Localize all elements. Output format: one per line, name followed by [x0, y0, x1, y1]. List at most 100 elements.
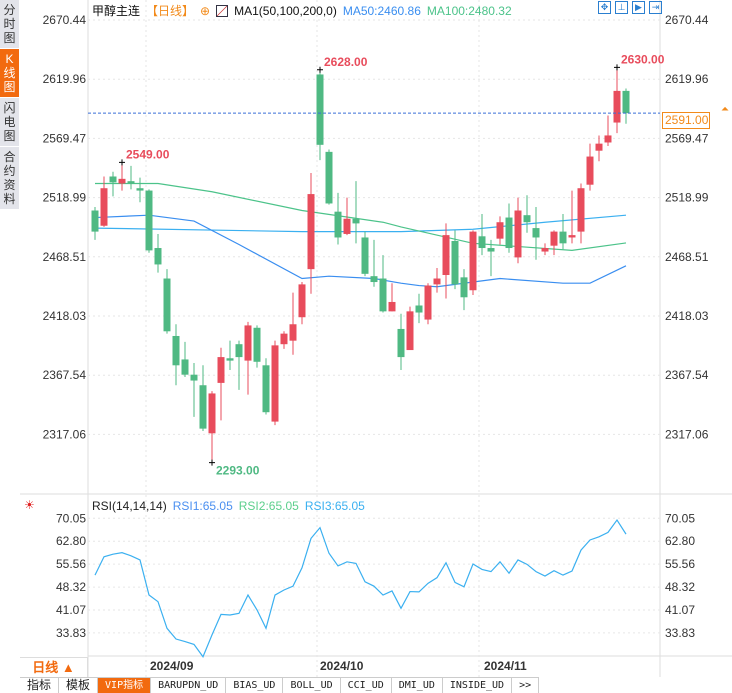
chart-toolbar: ✥ ⊥ ▶ ⇥	[598, 1, 662, 14]
candle-body	[217, 357, 225, 383]
forward-icon[interactable]: ⇥	[649, 1, 662, 14]
candle-body	[496, 222, 504, 239]
timeframe-selector[interactable]: 日线 ▲	[20, 657, 88, 677]
sidebar-tab-kline[interactable]: K线图	[0, 49, 19, 97]
candle-body	[343, 218, 351, 234]
candle-body	[352, 218, 360, 224]
tab-barupdn[interactable]: BARUPDN_UD	[151, 678, 227, 693]
candle-body	[235, 344, 243, 358]
candle-body	[199, 385, 207, 429]
candle-body	[226, 358, 234, 361]
candle-body	[316, 74, 324, 145]
candle-body	[172, 335, 180, 366]
tab-dmi[interactable]: DMI_UD	[392, 678, 443, 693]
tab-bias[interactable]: BIAS_UD	[226, 678, 284, 693]
rsi-axis-label-left: 41.07	[56, 603, 86, 617]
candle-body	[154, 248, 162, 265]
price-axis-label-right: 2569.47	[665, 131, 709, 145]
rsi-title[interactable]: RSI(14,14,14)	[92, 499, 167, 513]
crosshair-toggle-icon[interactable]: ⊕	[200, 3, 211, 18]
sidebar-tab-contract-info[interactable]: 合约资料	[0, 147, 19, 209]
candle-body	[289, 324, 297, 341]
price-axis-label-left: 2670.44	[43, 13, 87, 27]
candle-body	[487, 248, 495, 252]
candle-body	[127, 181, 135, 184]
rsi-line	[94, 518, 627, 658]
candle-body	[478, 236, 486, 249]
candle-body	[541, 248, 549, 252]
candle-body	[613, 90, 621, 123]
rsi-axis-label-left: 55.56	[56, 557, 86, 571]
price-axis-label-left: 2317.06	[43, 427, 87, 441]
candle-body	[181, 359, 189, 375]
ma-indicator-label[interactable]: MA1(50,100,200,0)	[234, 3, 337, 18]
candle-body	[100, 188, 108, 226]
extreme-marker	[209, 459, 215, 466]
rsi-axis-label-left: 48.32	[56, 580, 86, 594]
candle-body	[559, 231, 567, 244]
zoom-range-icon[interactable]: ⊥	[615, 1, 628, 14]
tab-boll[interactable]: BOLL_UD	[283, 678, 341, 693]
candle-body	[91, 210, 99, 232]
candle-body	[190, 374, 198, 381]
candle-body	[550, 231, 558, 246]
ma100-value: MA100:2480.32	[426, 3, 512, 18]
date-label: 2024/11	[484, 659, 527, 673]
extreme-marker	[119, 159, 125, 166]
date-label: 2024/10	[320, 659, 364, 673]
tabs-more-button[interactable]: >>	[512, 678, 540, 693]
tab-vip-indicators[interactable]: VIP指标	[98, 678, 152, 693]
candle-body	[532, 228, 540, 238]
price-axis-label-right: 2317.06	[665, 427, 709, 441]
current-price-label: 2591.00	[662, 112, 710, 130]
candle-body	[442, 235, 450, 276]
crosshair-icon[interactable]: ✥	[598, 1, 611, 14]
extreme-marker	[317, 66, 323, 73]
timeframe-label[interactable]: 【日线】	[146, 4, 195, 18]
play-icon[interactable]: ▶	[632, 1, 645, 14]
extreme-price-label: 2630.00	[621, 52, 665, 66]
sidebar-tab-timeshare[interactable]: 分时图	[0, 0, 19, 48]
tab-inside[interactable]: INSIDE_UD	[443, 678, 513, 693]
tab-indicators[interactable]: 指标	[20, 678, 60, 693]
price-axis-label-left: 2468.51	[43, 250, 87, 264]
price-axis-label-right: 2670.44	[665, 13, 709, 27]
indicator-settings-icon[interactable]: ☀	[24, 498, 35, 512]
rsi-axis-label-right: 33.83	[665, 626, 695, 640]
candle-body	[406, 311, 414, 351]
price-axis-label-left: 2367.54	[43, 368, 87, 382]
candle-body	[505, 217, 513, 249]
candle-body	[433, 278, 441, 285]
rsi3-value: RSI3:65.05	[304, 499, 365, 513]
ma50-line	[94, 214, 627, 288]
indicator-chart-icon[interactable]	[216, 4, 229, 17]
price-axis-label-left: 2418.03	[43, 309, 87, 323]
candle-body	[163, 278, 171, 332]
extreme-price-label: 2628.00	[324, 55, 368, 69]
scroll-to-latest-icon[interactable]: ⏶	[721, 104, 729, 115]
price-axis-label-left: 2569.47	[43, 131, 87, 145]
candle-body	[262, 365, 270, 413]
sidebar-tab-flash[interactable]: 闪电图	[0, 98, 19, 146]
extreme-price-label: 2293.00	[216, 464, 260, 478]
price-axis-label-left: 2619.96	[43, 72, 87, 86]
price-axis-label-left: 2518.99	[43, 191, 87, 205]
tab-templates[interactable]: 模板	[59, 678, 99, 693]
candle-body	[307, 194, 315, 270]
candle-body	[298, 284, 306, 318]
candle-body	[604, 135, 612, 143]
rsi2-value: RSI2:65.05	[238, 499, 299, 513]
rsi-axis-label-right: 55.56	[665, 557, 695, 571]
candle-body	[379, 278, 387, 312]
tab-cci[interactable]: CCI_UD	[341, 678, 392, 693]
candle-body	[118, 178, 126, 184]
symbol-name: 甲醇主连	[92, 4, 141, 18]
candle-body	[253, 327, 261, 362]
candle-body	[415, 305, 423, 313]
candle-body	[469, 231, 477, 291]
candle-body	[334, 211, 342, 238]
rsi-axis-label-right: 41.07	[665, 603, 695, 617]
candle-body	[145, 190, 153, 251]
candle-body	[109, 176, 117, 183]
